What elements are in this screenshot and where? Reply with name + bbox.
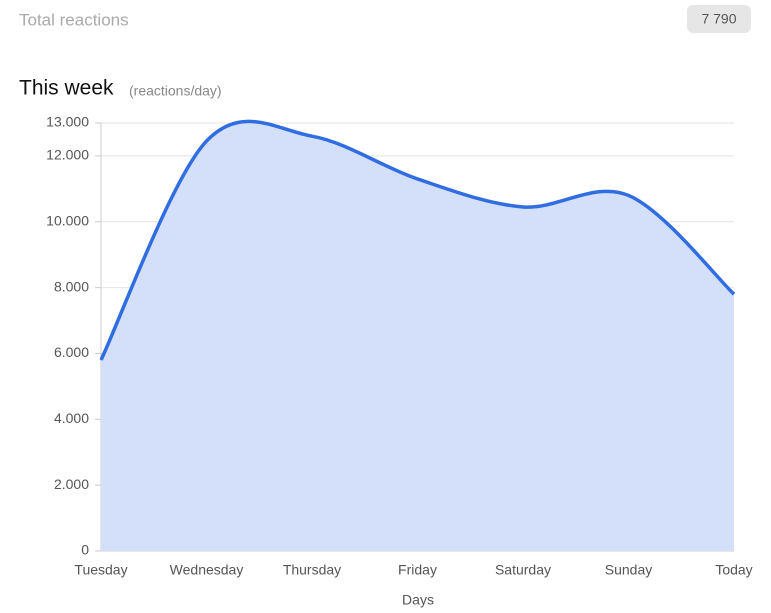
- y-tick-label: 10.000: [46, 212, 89, 228]
- x-tick-label: Tuesday: [74, 562, 127, 578]
- y-tick-label: 6.000: [54, 344, 89, 360]
- badge: [687, 5, 751, 33]
- y-tick-label: 12.000: [46, 147, 89, 163]
- x-tick-label: Friday: [398, 562, 437, 578]
- line: [99, 119, 736, 361]
- y-tick-label: 8.000: [54, 278, 89, 294]
- chart-subtitle: (reactions/day): [129, 83, 222, 99]
- x-tick-label: Thursday: [283, 562, 341, 578]
- y-tick-label: 2.000: [54, 476, 89, 492]
- y-tick-label: 4.000: [54, 410, 89, 426]
- x-tick-label: Sunday: [605, 562, 652, 578]
- x-tick-label: Saturday: [495, 562, 551, 578]
- y-tick-label: 13.000: [46, 114, 89, 130]
- chart-title: This week: [19, 77, 114, 100]
- badge-value: 7 790: [701, 11, 736, 27]
- x-axis-label: Days: [402, 592, 434, 608]
- area: [101, 121, 734, 551]
- x-tick-label: Wednesday: [170, 562, 244, 578]
- total-label: Total reactions: [19, 10, 129, 29]
- y-tick-label: 0: [81, 542, 89, 558]
- x-tick-label: Today: [715, 562, 752, 578]
